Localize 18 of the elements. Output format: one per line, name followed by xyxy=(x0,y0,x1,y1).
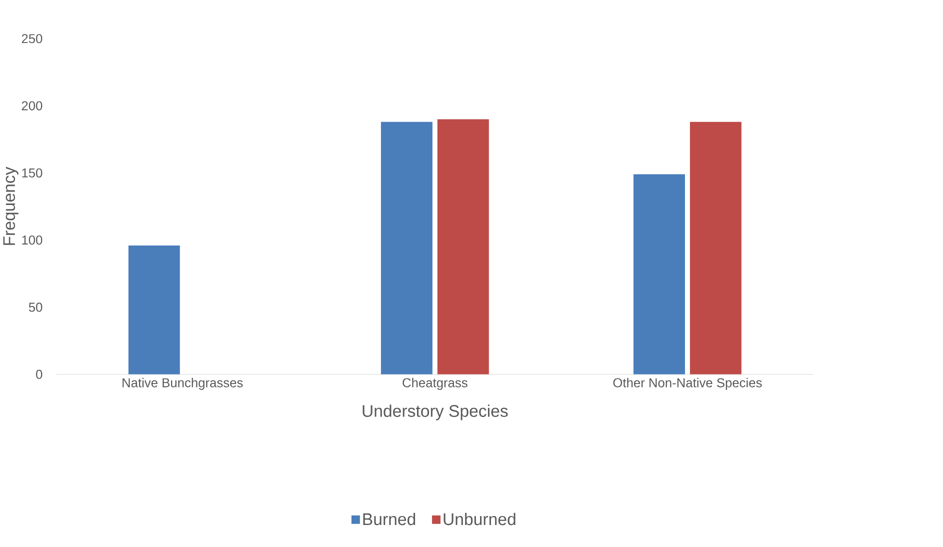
bar xyxy=(437,119,489,375)
bar xyxy=(380,122,432,375)
y-axis-title: Frequency xyxy=(3,166,18,246)
y-tick-label: 50 xyxy=(28,302,42,312)
y-tick-label: 150 xyxy=(22,168,42,178)
x-tick-label: Native Bunchgrasses xyxy=(122,378,243,390)
bar xyxy=(690,122,742,375)
bar xyxy=(128,246,180,375)
legend-label: Burned xyxy=(363,512,416,526)
x-axis-title: Understory Species xyxy=(362,404,508,420)
y-tick-label: 250 xyxy=(22,34,42,44)
y-tick-label: 0 xyxy=(36,370,42,380)
y-tick-label: 100 xyxy=(22,236,42,245)
x-tick-label: Cheatgrass xyxy=(402,378,468,390)
legend-label: Unburned xyxy=(444,512,516,526)
x-tick-label: Other Non-Native Species xyxy=(613,378,762,390)
bar xyxy=(634,174,685,375)
y-tick-label: 200 xyxy=(22,101,42,110)
